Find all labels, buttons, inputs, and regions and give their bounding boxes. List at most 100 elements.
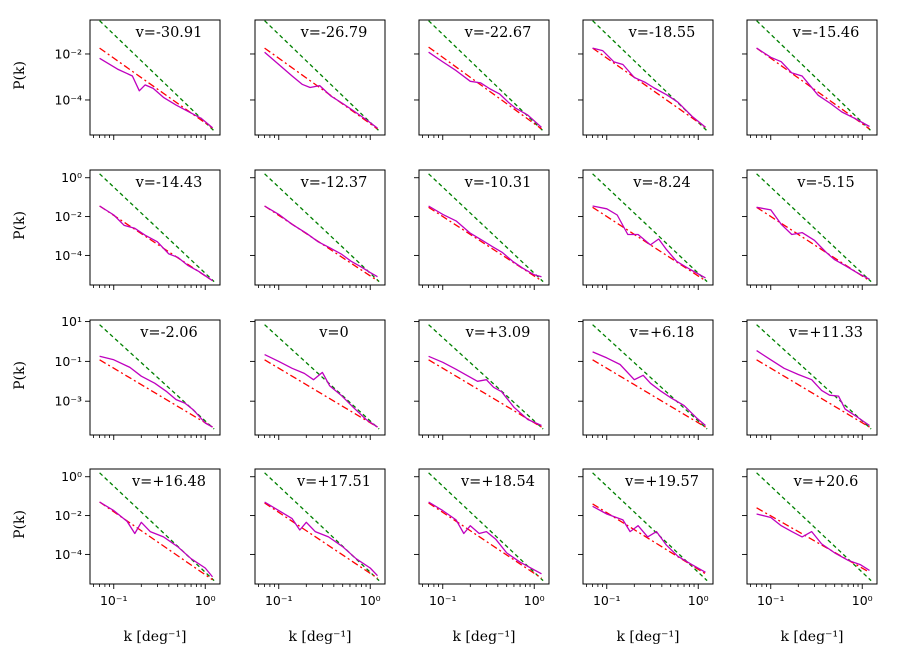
x-tick-label: 10⁰	[852, 593, 873, 608]
series-measured	[99, 355, 213, 428]
y-axis-label: P(k)	[12, 61, 28, 90]
panel-15: v=+11.33	[742, 319, 878, 440]
series-fit-green	[99, 472, 215, 582]
series-fit-green	[428, 20, 544, 132]
series-fit-green	[264, 472, 380, 582]
panel-7: v=-12.37	[250, 169, 386, 290]
series-fit-green	[264, 324, 380, 430]
series-measured	[592, 351, 706, 426]
panel-series	[99, 324, 215, 430]
series-fit-green	[428, 324, 544, 430]
panel-label: v=0	[318, 325, 349, 341]
panel-series	[264, 324, 380, 430]
series-fit-red	[264, 359, 378, 428]
y-tick-label: 10⁻²	[54, 508, 82, 523]
series-measured	[264, 354, 378, 428]
series-fit-red	[428, 502, 542, 579]
series-measured	[99, 501, 214, 578]
y-tick-label: 10⁻²	[54, 209, 82, 224]
series-fit-green	[592, 472, 708, 582]
panel-11: 10¹ 10⁻¹ 10⁻³ v=-2.06	[54, 314, 221, 440]
y-tick-label: 10⁰	[61, 170, 82, 185]
panel-16: 10⁻¹ 10⁰ 10⁰ 10⁻² 10⁻⁴ v=+16.48	[54, 468, 221, 608]
panel-frame	[746, 19, 878, 136]
series-fit-red	[99, 359, 213, 428]
panel-series	[264, 173, 380, 283]
panel-label: v=-10.31	[464, 175, 532, 191]
panel-series	[756, 472, 872, 582]
panel-frame	[254, 319, 386, 436]
series-fit-green	[264, 173, 380, 283]
series-fit-red	[428, 46, 542, 130]
panel-frame	[254, 468, 386, 585]
panel-series	[99, 173, 215, 283]
panel-frame	[418, 319, 550, 436]
x-tick-label: 10⁻¹	[593, 593, 621, 608]
series-fit-green	[756, 20, 872, 132]
y-axis-label: P(k)	[12, 510, 28, 539]
panel-label: v=-26.79	[300, 25, 368, 41]
series-fit-green	[756, 173, 872, 283]
series-measured	[756, 350, 870, 427]
y-tick-label: 10¹	[61, 314, 82, 329]
panel-frame	[418, 19, 550, 136]
series-measured	[428, 205, 542, 278]
panel-series	[264, 20, 380, 132]
series-fit-green	[428, 472, 544, 582]
panel-17: 10⁻¹ 10⁰ v=+17.51	[250, 468, 386, 608]
series-measured	[756, 206, 870, 280]
panel-label: v=-14.43	[135, 175, 203, 191]
panel-series	[428, 472, 544, 582]
panel-frame	[746, 169, 878, 286]
series-fit-red	[264, 502, 378, 579]
panel-label: v=-5.15	[796, 175, 855, 191]
series-fit-green	[428, 173, 544, 283]
x-tick-label: 10⁻¹	[429, 593, 457, 608]
panel-series	[428, 173, 544, 283]
panel-9: v=-8.24	[578, 169, 714, 290]
series-measured	[428, 501, 542, 575]
series-measured	[428, 51, 542, 128]
series-fit-green	[592, 173, 708, 283]
panel-label: v=+17.51	[296, 474, 371, 490]
x-tick-label: 10⁰	[195, 593, 216, 608]
series-measured	[592, 47, 706, 128]
series-measured	[428, 355, 542, 427]
panel-5: v=-15.46	[742, 19, 878, 140]
panel-label: v=-12.37	[300, 175, 368, 191]
series-fit-green	[592, 324, 708, 430]
x-tick-label: 10⁰	[524, 593, 545, 608]
x-tick-label: 10⁰	[360, 593, 381, 608]
y-tick-label: 10⁻⁴	[54, 547, 82, 562]
panel-frame	[582, 319, 714, 436]
series-measured	[264, 205, 378, 278]
panel-18: 10⁻¹ 10⁰ v=+18.54	[414, 468, 550, 608]
panel-frame	[254, 169, 386, 286]
series-fit-red	[99, 47, 213, 129]
panel-8: v=-10.31	[414, 169, 550, 290]
panel-series	[99, 472, 215, 582]
panel-10: v=-5.15	[742, 169, 878, 290]
series-measured	[99, 205, 213, 282]
panel-label: v=-30.91	[135, 25, 203, 41]
panel-label: v=-15.46	[792, 25, 860, 41]
y-tick-label: 10⁰	[61, 469, 82, 484]
y-tick-label: 10⁻²	[54, 46, 82, 61]
series-fit-green	[756, 324, 872, 430]
panel-label: v=-18.55	[628, 25, 696, 41]
series-measured	[756, 513, 870, 571]
series-fit-red	[756, 47, 870, 130]
series-fit-green	[264, 20, 380, 132]
series-fit-green	[99, 20, 215, 132]
y-tick-label: 10⁻³	[54, 394, 82, 409]
panel-series	[756, 173, 872, 283]
x-axis-label: k [deg⁻¹]	[288, 629, 351, 645]
panel-label: v=-8.24	[632, 175, 691, 191]
x-axis-label: k [deg⁻¹]	[123, 629, 186, 645]
y-tick-label: 10⁻¹	[54, 354, 82, 369]
panel-series	[756, 324, 872, 430]
panel-label: v=-22.67	[464, 25, 532, 41]
y-tick-label: 10⁻⁴	[54, 92, 82, 107]
panel-frame	[89, 468, 221, 585]
